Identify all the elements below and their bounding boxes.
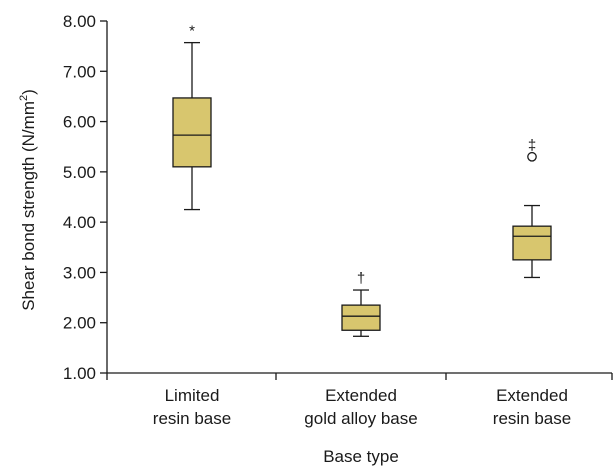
box-series: * † ‡ — [172, 23, 552, 337]
significance-marker: † — [357, 270, 365, 287]
x-category-label: resin base — [493, 409, 571, 428]
y-axis-title: Shear bond strength (N/mm2) — [18, 89, 38, 311]
y-tick-label: 4.00 — [63, 213, 96, 232]
x-category-label: Extended — [496, 386, 568, 405]
y-tick-label: 7.00 — [63, 62, 96, 81]
x-category-label: Limited — [165, 386, 220, 405]
y-tick-label: 2.00 — [63, 314, 96, 333]
significance-marker: * — [189, 23, 195, 40]
y-axis-title-close: ) — [19, 89, 38, 95]
x-axis: Limited resin base Extended gold alloy base… — [106, 372, 613, 428]
x-category-label: resin base — [153, 409, 231, 428]
box-1: * — [172, 23, 212, 211]
x-category-label: gold alloy base — [304, 409, 417, 428]
y-tick-label: 3.00 — [63, 263, 96, 282]
box-2: † — [341, 270, 381, 337]
x-axis-title: Base type — [323, 447, 399, 466]
y-tick-label: 5.00 — [63, 163, 96, 182]
iqr-box — [512, 225, 552, 261]
y-tick-label: 6.00 — [63, 113, 96, 132]
y-tick-label: 8.00 — [63, 12, 96, 31]
y-tick-label: 1.00 — [63, 364, 96, 383]
significance-marker: ‡ — [528, 137, 536, 154]
iqr-box — [341, 304, 381, 331]
y-axis-title-sup: 2 — [18, 95, 30, 101]
outlier-point — [527, 151, 537, 162]
iqr-box — [172, 97, 212, 168]
x-category-label: Extended — [325, 386, 397, 405]
y-axis: 1.00 2.00 3.00 4.00 5.00 6.00 7.00 8.00 — [63, 12, 108, 383]
y-axis-title-main: Shear bond strength (N/mm — [19, 101, 38, 311]
box-3: ‡ — [512, 137, 552, 279]
